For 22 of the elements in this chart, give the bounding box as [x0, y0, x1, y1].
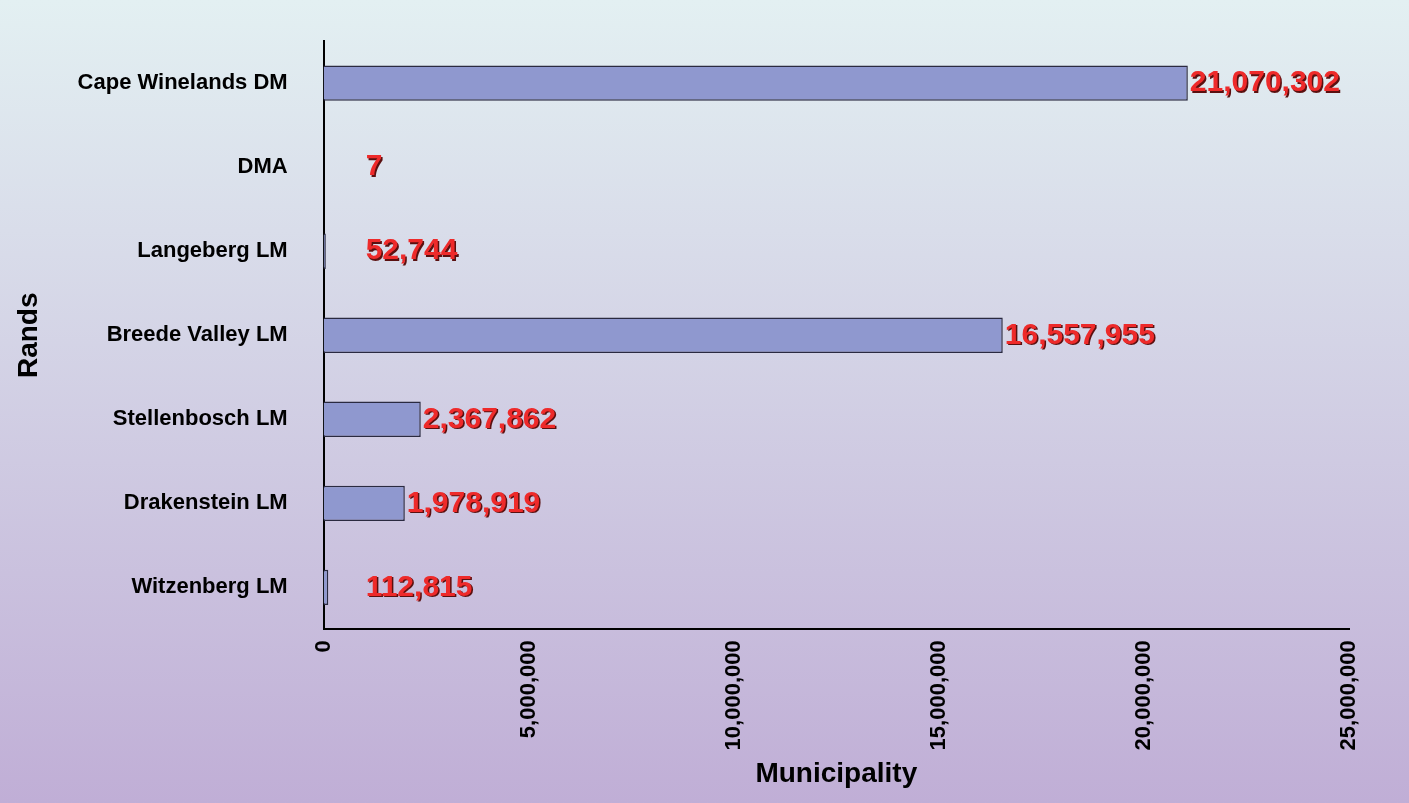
- data-label: 16,557,955: [1004, 316, 1155, 350]
- data-label: 21,070,302: [1189, 64, 1340, 98]
- x-tick-label: 0: [309, 640, 335, 653]
- x-tick-label: 15,000,000: [924, 640, 950, 751]
- x-tick-label: 20,000,000: [1129, 640, 1155, 751]
- x-tick-label: 10,000,000: [719, 640, 745, 751]
- data-label: 112,815: [365, 568, 473, 602]
- y-tick-label: Langeberg LM: [137, 237, 288, 263]
- y-tick-label: Witzenberg LM: [131, 573, 288, 599]
- y-tick-label: Stellenbosch LM: [112, 405, 288, 431]
- y-tick-label: DMA: [237, 153, 288, 179]
- data-label: 1,978,919: [406, 484, 541, 518]
- x-tick-label: 5,000,000: [514, 640, 540, 739]
- data-label: 2,367,862: [422, 400, 557, 434]
- y-tick-label: Drakenstein LM: [123, 489, 288, 515]
- y-tick-label: Cape Winelands DM: [77, 69, 288, 95]
- y-tick-label: Breede Valley LM: [106, 321, 288, 347]
- y-axis-title: Rands: [11, 292, 43, 379]
- x-tick-label: 25,000,000: [1335, 640, 1361, 751]
- data-label: 7: [365, 148, 383, 182]
- data-label: 52,744: [365, 232, 458, 266]
- x-axis-title: Municipality: [755, 756, 918, 788]
